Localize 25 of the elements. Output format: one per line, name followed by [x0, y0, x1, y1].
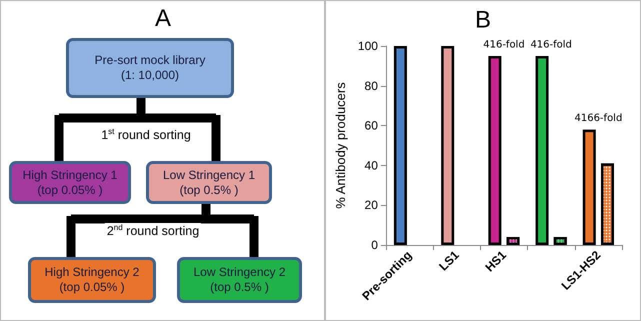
text: 1$^{st}$ round sorting [99, 127, 193, 142]
bar [488, 56, 502, 245]
bar [441, 46, 454, 245]
text: Pre-sort mock library (1: 10,000) [66, 38, 234, 98]
annotation: 416-fold [530, 39, 572, 50]
text: 2$^{nd}$ round sorting [104, 223, 202, 238]
text: A [154, 5, 172, 33]
text: High Stringency 2 (top 0.05% ) [28, 257, 156, 303]
text: High Stringency 1 (top 0.05% ) [9, 161, 131, 204]
y-tick-label: 80 [364, 78, 378, 93]
y-tick-label: 20 [364, 198, 378, 212]
y-tick-label: 40 [364, 158, 378, 172]
chart-title: B [474, 6, 492, 34]
bar [536, 56, 549, 245]
y-tick-label: 0 [371, 238, 378, 252]
y-tick-label: 100 [358, 39, 378, 53]
bar [394, 46, 407, 245]
x-tick-label: LS1 [436, 248, 462, 274]
y-axis-title: % Antibody producers [333, 82, 348, 209]
annotation: 416-fold [483, 39, 525, 50]
annotation: 4166-fold [574, 113, 622, 124]
text: Low Stringency 2 (top 0.5% ) [177, 257, 302, 303]
y-tick-label: 60 [364, 118, 378, 133]
bar [582, 130, 596, 245]
text: Low Stringency 1 (top 0.5% ) [146, 161, 272, 204]
